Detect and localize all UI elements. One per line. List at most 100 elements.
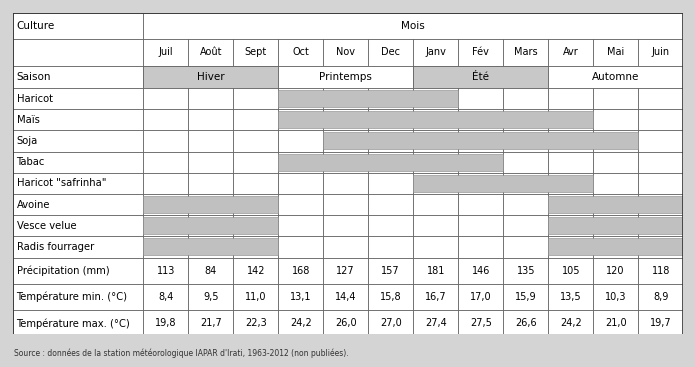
Bar <box>458 284 503 310</box>
Bar <box>548 173 594 194</box>
Bar <box>458 152 503 173</box>
Bar <box>548 65 683 88</box>
Bar <box>594 173 638 194</box>
Text: Été: Été <box>472 72 489 82</box>
Bar <box>188 284 234 310</box>
Bar <box>323 236 368 258</box>
Bar <box>368 215 414 236</box>
Bar <box>188 310 234 337</box>
Text: Vesce velue: Vesce velue <box>17 221 76 231</box>
Text: 142: 142 <box>247 266 265 276</box>
Bar <box>414 109 458 130</box>
Bar <box>234 152 278 173</box>
Bar <box>278 109 323 130</box>
Bar <box>234 310 278 337</box>
Bar <box>594 284 638 310</box>
Bar <box>548 39 594 65</box>
Bar <box>323 132 638 149</box>
Text: Fév: Fév <box>473 47 489 57</box>
Bar <box>414 194 458 215</box>
Text: 8,4: 8,4 <box>158 292 174 302</box>
Bar <box>503 194 548 215</box>
Text: 13,5: 13,5 <box>560 292 582 302</box>
Text: 19,7: 19,7 <box>650 319 671 328</box>
Bar <box>143 215 188 236</box>
Text: Température max. (°C): Température max. (°C) <box>17 318 130 328</box>
Bar <box>458 88 503 109</box>
Bar <box>638 236 683 258</box>
Bar <box>13 109 143 130</box>
Bar <box>234 284 278 310</box>
Bar <box>278 258 323 284</box>
Bar <box>548 88 594 109</box>
Bar <box>13 310 143 337</box>
Bar <box>414 215 458 236</box>
Bar <box>234 236 278 258</box>
Bar <box>188 130 234 152</box>
Bar <box>503 109 548 130</box>
Bar <box>143 239 278 255</box>
Text: Maïs: Maïs <box>17 115 40 125</box>
Bar <box>323 39 368 65</box>
Text: 21,0: 21,0 <box>605 319 626 328</box>
Bar <box>234 39 278 65</box>
Bar <box>503 258 548 284</box>
Bar <box>188 88 234 109</box>
Bar <box>458 194 503 215</box>
Text: Sept: Sept <box>245 47 267 57</box>
Text: Oct: Oct <box>293 47 309 57</box>
Text: Haricot "safrinha": Haricot "safrinha" <box>17 178 106 188</box>
Bar <box>278 194 323 215</box>
Bar <box>594 258 638 284</box>
Text: Juin: Juin <box>652 47 670 57</box>
Text: 16,7: 16,7 <box>425 292 447 302</box>
Bar <box>414 39 458 65</box>
Bar <box>234 258 278 284</box>
Text: Radis fourrager: Radis fourrager <box>17 242 94 252</box>
Bar <box>414 236 458 258</box>
Bar <box>414 173 458 194</box>
Text: Hiver: Hiver <box>197 72 224 82</box>
Bar <box>278 284 323 310</box>
Bar <box>234 130 278 152</box>
Text: 26,0: 26,0 <box>335 319 357 328</box>
Bar <box>234 173 278 194</box>
Bar <box>638 173 683 194</box>
Bar <box>503 236 548 258</box>
Bar <box>548 239 683 255</box>
Bar <box>234 194 278 215</box>
Text: 17,0: 17,0 <box>470 292 491 302</box>
Text: 27,5: 27,5 <box>470 319 491 328</box>
Bar <box>503 88 548 109</box>
Bar <box>548 194 594 215</box>
Bar <box>368 88 414 109</box>
Bar <box>368 39 414 65</box>
Bar <box>458 109 503 130</box>
Bar <box>188 194 234 215</box>
Bar <box>638 284 683 310</box>
Bar <box>143 194 188 215</box>
Bar <box>458 39 503 65</box>
Bar <box>143 130 188 152</box>
Bar <box>414 258 458 284</box>
Bar <box>13 258 143 284</box>
Bar <box>143 109 188 130</box>
Bar <box>188 39 234 65</box>
Bar <box>414 152 458 173</box>
Bar <box>143 217 278 234</box>
Bar <box>594 39 638 65</box>
Bar <box>278 236 323 258</box>
Bar <box>278 152 323 173</box>
Bar <box>368 258 414 284</box>
Text: 127: 127 <box>336 266 355 276</box>
Bar <box>548 258 594 284</box>
Bar <box>368 194 414 215</box>
Bar <box>278 88 323 109</box>
Text: 11,0: 11,0 <box>245 292 266 302</box>
Bar <box>414 175 594 192</box>
Text: 10,3: 10,3 <box>605 292 626 302</box>
Text: 27,0: 27,0 <box>380 319 402 328</box>
Bar <box>13 152 143 173</box>
Bar <box>414 65 548 88</box>
Bar <box>323 109 368 130</box>
